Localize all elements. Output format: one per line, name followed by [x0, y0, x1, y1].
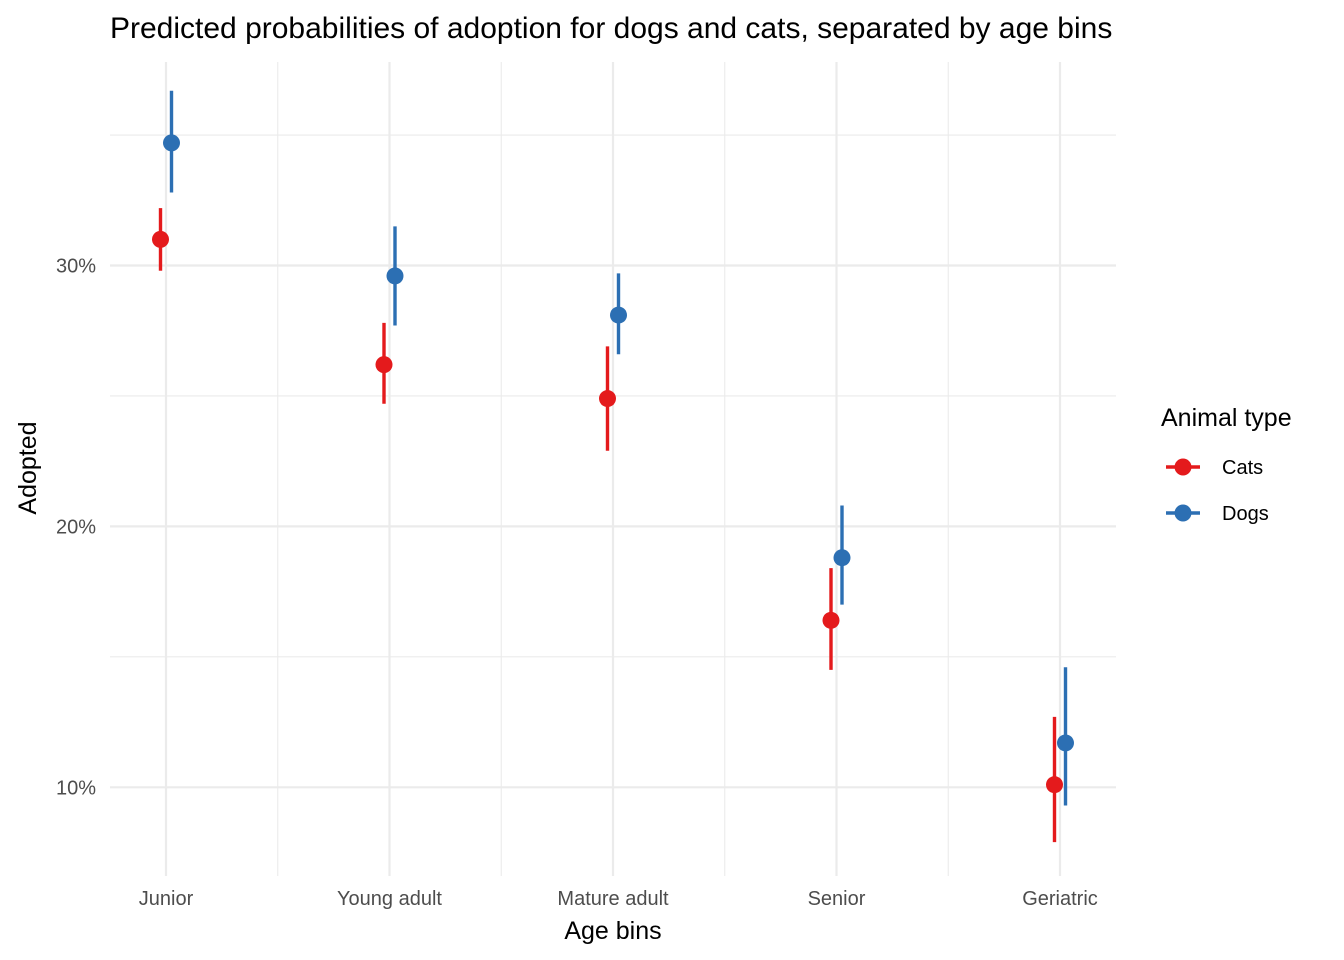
legend-title: Animal type — [1161, 404, 1292, 432]
data-point — [375, 356, 393, 374]
x-axis-title: Age bins — [564, 917, 661, 945]
legend-item-cats: Cats — [1166, 457, 1263, 479]
data-point — [1046, 776, 1063, 794]
legend: Animal type Cats Dogs — [1161, 404, 1292, 525]
data-point — [822, 611, 840, 629]
data-point — [833, 549, 851, 567]
data-point — [599, 390, 616, 408]
x-tick-label: Young adult — [337, 888, 442, 910]
x-tick-label: Junior — [139, 888, 194, 910]
y-tick-label: 30% — [56, 256, 96, 278]
x-tick-label: Senior — [808, 888, 866, 910]
data-point — [152, 230, 169, 248]
y-tick-label: 20% — [56, 516, 96, 538]
grid-lines — [110, 62, 1116, 876]
data-point — [386, 267, 404, 285]
series-dogs — [163, 90, 1074, 806]
x-tick-label: Geriatric — [1022, 888, 1098, 910]
data-point — [610, 306, 627, 324]
plot-marks — [152, 90, 1074, 843]
chart-title: Predicted probabilities of adoption for … — [110, 12, 1112, 45]
legend-item-dogs: Dogs — [1166, 503, 1269, 525]
y-axis-ticks: 10% 20% 30% — [56, 256, 96, 800]
y-tick-label: 10% — [56, 777, 96, 799]
x-axis-ticks: Junior Young adult Mature adult Senior Geria… — [139, 888, 1098, 910]
legend-key-point — [1174, 504, 1192, 522]
x-tick-label: Mature adult — [557, 888, 669, 910]
legend-label: Dogs — [1222, 503, 1269, 525]
data-point — [1057, 734, 1074, 752]
series-cats — [152, 208, 1063, 843]
legend-label: Cats — [1222, 457, 1263, 479]
legend-items: Cats Dogs — [1166, 457, 1269, 525]
data-point — [163, 134, 180, 152]
legend-key-point — [1174, 458, 1192, 476]
y-axis-title: Adopted — [14, 421, 42, 514]
